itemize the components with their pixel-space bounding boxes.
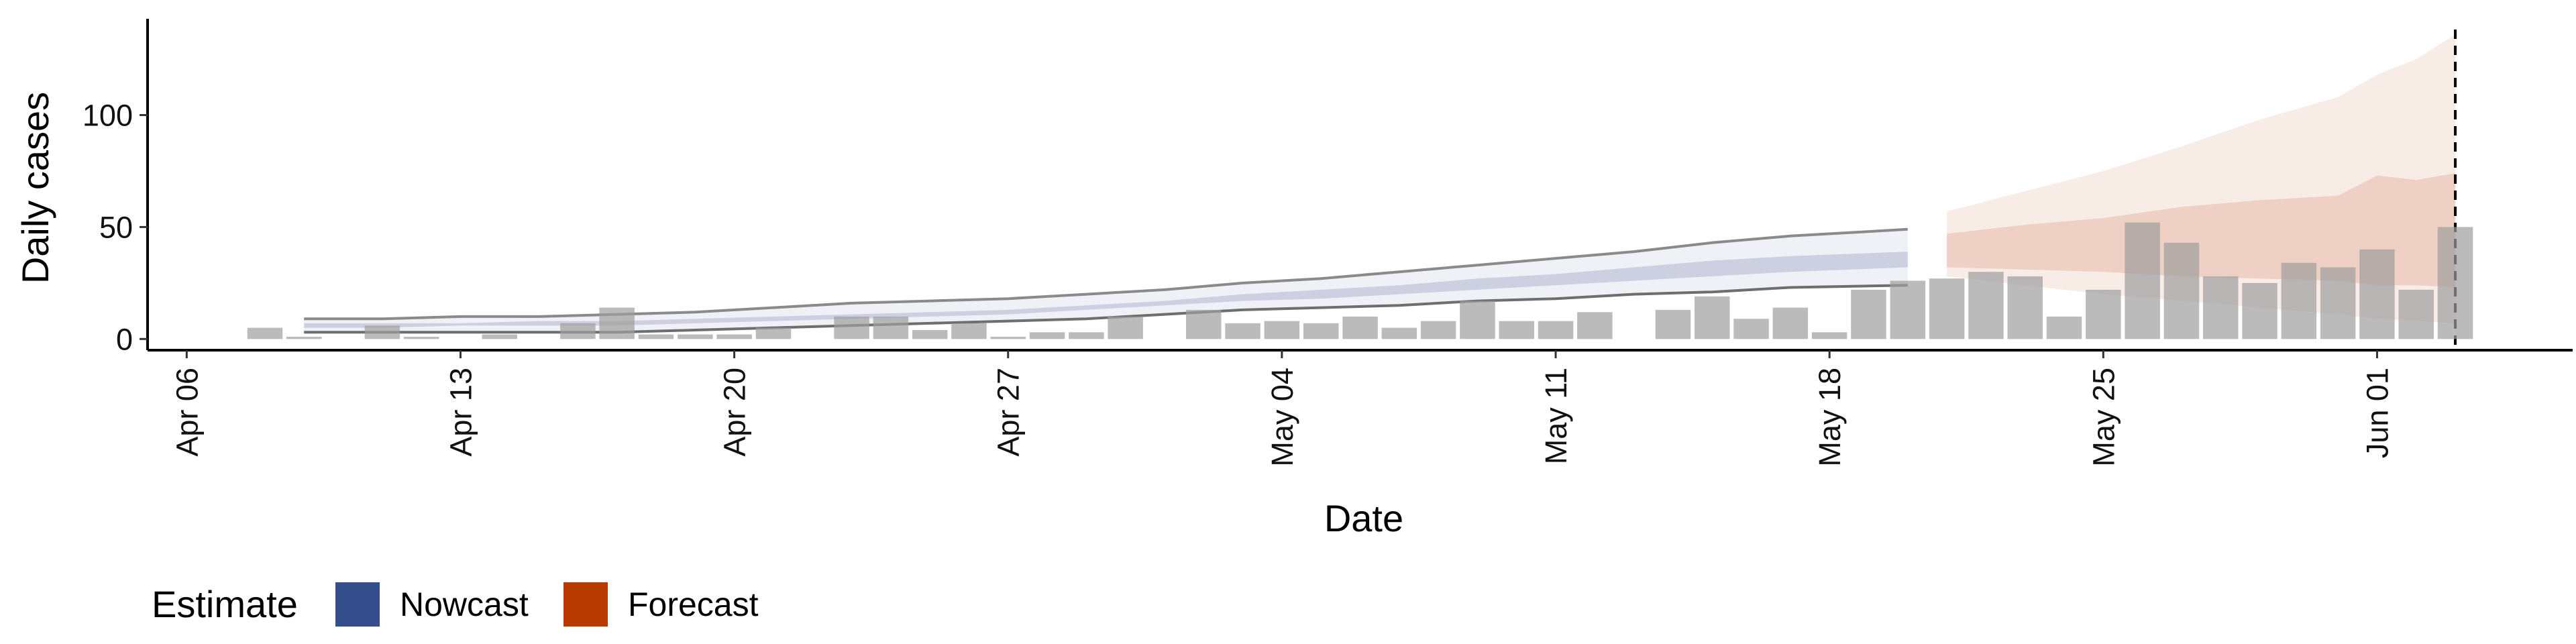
x-tick-label: Apr 06 [170, 368, 204, 457]
x-tick-label: Jun 01 [2361, 368, 2395, 458]
uncertainty-bands [304, 30, 2457, 350]
case-bar [2242, 282, 2277, 339]
case-bar [912, 330, 948, 339]
legend: Estimate Nowcast Forecast [152, 582, 759, 627]
case-bar [1733, 319, 1769, 339]
case-bar [2320, 267, 2356, 339]
y-tick-label: 100 [83, 99, 133, 133]
legend-label-forecast: Forecast [628, 586, 759, 623]
nowcast-outer-band [304, 229, 1908, 333]
case-bar [2437, 227, 2473, 339]
case-bars [247, 222, 2473, 339]
case-bar [1851, 289, 1886, 339]
case-bar [638, 334, 674, 339]
case-bar [2398, 289, 2434, 339]
case-bar [678, 334, 713, 339]
case-bar [403, 337, 439, 339]
case-bar [2203, 276, 2239, 339]
case-bar [364, 325, 400, 339]
case-bar [755, 327, 792, 339]
case-bar [873, 316, 909, 339]
case-bar [1695, 296, 1730, 339]
case-bar [1890, 280, 1926, 339]
legend-title: Estimate [152, 583, 298, 625]
case-bar [286, 337, 322, 339]
case-bar [1968, 272, 2004, 339]
y-tick-label: 50 [99, 210, 133, 244]
case-bar [1499, 321, 1534, 339]
case-bar [560, 323, 596, 339]
case-bar [1069, 332, 1104, 339]
case-bar [2086, 289, 2121, 339]
case-bar [1811, 332, 1847, 339]
case-bar [1029, 332, 1065, 339]
nowcast-upper-line [304, 227, 1908, 321]
axes: 0 50 100 Apr 06 Apr 13 Apr 20 Apr 27 May 04 May … [83, 19, 2573, 467]
forecast-inner-band [1947, 173, 2456, 288]
case-bar [1460, 301, 1495, 339]
case-bar [1420, 321, 1456, 339]
case-bar [2281, 262, 2317, 339]
case-bar [834, 316, 869, 339]
case-bar [1342, 316, 1378, 339]
case-bar [1303, 323, 1339, 339]
case-bar [2046, 316, 2082, 339]
case-bar [1381, 327, 1417, 339]
x-tick-label: May 04 [1265, 368, 1299, 467]
y-axis-title: Daily cases [14, 92, 56, 284]
legend-label-nowcast: Nowcast [400, 586, 529, 623]
case-bar [951, 323, 987, 339]
case-bar [2359, 249, 2395, 339]
case-bar [1577, 312, 1613, 339]
x-tick-label: May 18 [1813, 368, 1847, 467]
forecast-outer-band [1947, 34, 2456, 323]
case-bar [1264, 321, 1300, 339]
x-tick-label: Apr 13 [444, 368, 478, 457]
x-tick-label: Apr 20 [718, 368, 752, 457]
y-tick-label: 0 [116, 322, 133, 356]
case-bar [1538, 321, 1574, 339]
legend-swatch-forecast [564, 582, 608, 627]
case-bar [1186, 309, 1222, 339]
case-bar [1225, 323, 1260, 339]
case-bar [1108, 316, 1143, 339]
case-bar [2007, 276, 2043, 339]
case-bar [2163, 242, 2200, 339]
case-bar [2125, 222, 2160, 339]
case-bar [716, 334, 752, 339]
case-bar [1929, 278, 1965, 339]
case-bar [990, 337, 1026, 339]
x-axis-title: Date [1324, 497, 1403, 539]
case-bar [1655, 309, 1691, 339]
case-bar [599, 307, 635, 339]
case-bar [482, 334, 517, 339]
case-bar [1772, 307, 1809, 339]
x-tick-label: May 11 [1539, 368, 1573, 464]
x-tick-label: May 25 [2086, 368, 2121, 467]
case-bar [247, 327, 283, 339]
x-tick-label: Apr 27 [991, 368, 1026, 457]
legend-swatch-nowcast [335, 582, 380, 627]
nowcast-inner-band [304, 252, 1908, 328]
